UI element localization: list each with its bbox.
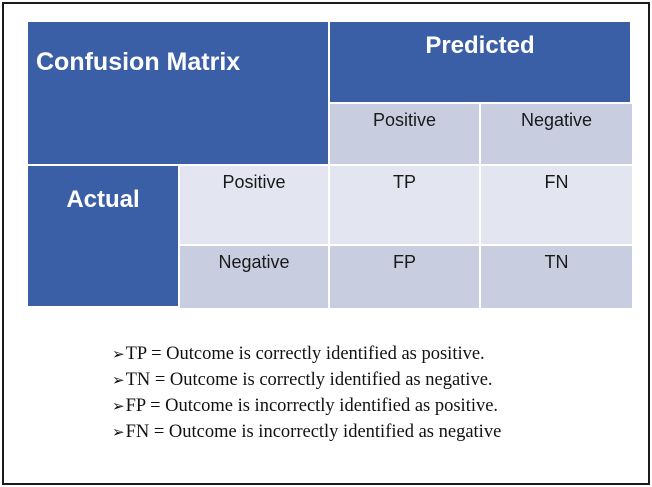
arrow-bullet-icon: ➢ bbox=[112, 373, 125, 389]
matrix-title: Confusion Matrix bbox=[28, 22, 330, 166]
actual-header: Actual bbox=[28, 166, 180, 308]
definition-item: ➢TP = Outcome is correctly identified as… bbox=[112, 342, 501, 368]
definition-item: ➢TN = Outcome is correctly identified as… bbox=[112, 368, 501, 394]
predicted-header: Predicted bbox=[330, 22, 632, 104]
definition-text: FP = Outcome is incorrectly identified a… bbox=[125, 396, 499, 416]
row-header-negative: Negative bbox=[180, 246, 330, 308]
column-header-positive: Positive bbox=[330, 104, 481, 166]
arrow-bullet-icon: ➢ bbox=[112, 347, 125, 363]
definition-text: TN = Outcome is correctly identified as … bbox=[125, 370, 493, 390]
row-header-positive: Positive bbox=[180, 166, 330, 246]
definition-item: ➢FP = Outcome is incorrectly identified … bbox=[112, 394, 501, 420]
cell-fp: FP bbox=[330, 246, 481, 308]
cell-tp: TP bbox=[330, 166, 481, 246]
cell-fn: FN bbox=[481, 166, 632, 246]
column-header-negative: Negative bbox=[481, 104, 632, 166]
definition-text: TP = Outcome is correctly identified as … bbox=[125, 344, 485, 364]
arrow-bullet-icon: ➢ bbox=[112, 425, 125, 441]
definition-text: FN = Outcome is incorrectly identified a… bbox=[125, 422, 502, 442]
cell-tn: TN bbox=[481, 246, 632, 308]
definition-item: ➢FN = Outcome is incorrectly identified … bbox=[112, 420, 501, 446]
arrow-bullet-icon: ➢ bbox=[112, 399, 125, 415]
definitions-list: ➢TP = Outcome is correctly identified as… bbox=[112, 342, 501, 446]
